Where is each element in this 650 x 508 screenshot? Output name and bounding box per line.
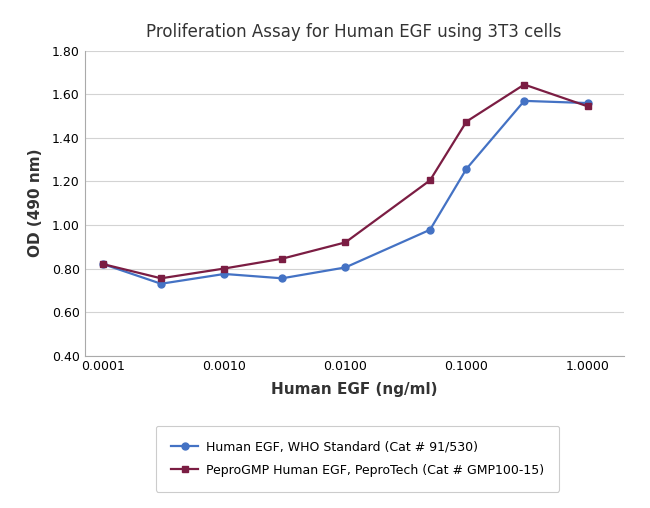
PeproGMP Human EGF, PeproTech (Cat # GMP100-15) [278, 256, 286, 262]
PeproGMP Human EGF, PeproTech (Cat # GMP100-15) [426, 177, 434, 183]
Human EGF, WHO Standard (Cat # 91/530) [278, 275, 286, 281]
Human EGF, WHO Standard (Cat # 91/530) [463, 166, 471, 172]
Human EGF, WHO Standard (Cat # 91/530) [584, 100, 592, 106]
Human EGF, WHO Standard (Cat # 91/530) [341, 264, 349, 270]
Title: Proliferation Assay for Human EGF using 3T3 cells: Proliferation Assay for Human EGF using … [146, 23, 562, 41]
PeproGMP Human EGF, PeproTech (Cat # GMP100-15) [99, 261, 107, 267]
PeproGMP Human EGF, PeproTech (Cat # GMP100-15) [220, 266, 228, 272]
Human EGF, WHO Standard (Cat # 91/530) [99, 261, 107, 267]
X-axis label: Human EGF (ng/ml): Human EGF (ng/ml) [271, 382, 437, 397]
PeproGMP Human EGF, PeproTech (Cat # GMP100-15) [463, 118, 471, 124]
Y-axis label: OD (490 nm): OD (490 nm) [29, 149, 44, 258]
Human EGF, WHO Standard (Cat # 91/530) [426, 227, 434, 233]
PeproGMP Human EGF, PeproTech (Cat # GMP100-15) [521, 81, 528, 87]
Human EGF, WHO Standard (Cat # 91/530) [157, 281, 165, 287]
Line: PeproGMP Human EGF, PeproTech (Cat # GMP100-15): PeproGMP Human EGF, PeproTech (Cat # GMP… [100, 81, 591, 282]
PeproGMP Human EGF, PeproTech (Cat # GMP100-15) [157, 275, 165, 281]
Legend: Human EGF, WHO Standard (Cat # 91/530), PeproGMP Human EGF, PeproTech (Cat # GMP: Human EGF, WHO Standard (Cat # 91/530), … [156, 426, 559, 492]
Human EGF, WHO Standard (Cat # 91/530) [220, 271, 228, 277]
Human EGF, WHO Standard (Cat # 91/530) [521, 98, 528, 104]
Line: Human EGF, WHO Standard (Cat # 91/530): Human EGF, WHO Standard (Cat # 91/530) [100, 98, 591, 287]
PeproGMP Human EGF, PeproTech (Cat # GMP100-15) [584, 103, 592, 109]
PeproGMP Human EGF, PeproTech (Cat # GMP100-15) [341, 239, 349, 245]
